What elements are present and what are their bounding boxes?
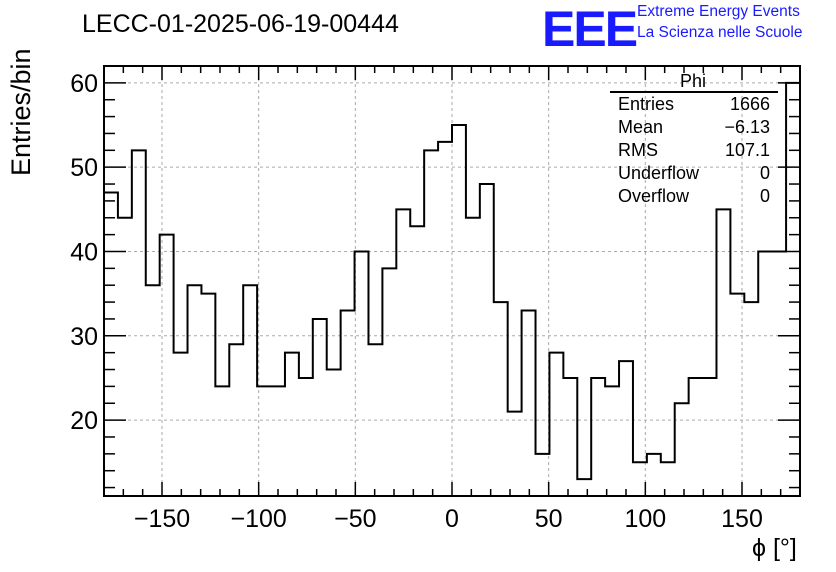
y-tick-label: 50 xyxy=(70,154,98,182)
x-tick-label: −100 xyxy=(231,505,287,533)
stats-value: 0 xyxy=(760,163,770,183)
stats-value: 107.1 xyxy=(725,140,770,160)
x-tick-label: 0 xyxy=(445,505,459,533)
x-tick-label: 150 xyxy=(721,505,763,533)
stats-label: Entries xyxy=(618,94,674,114)
stats-header: Phi xyxy=(680,71,706,91)
y-tick-label: 30 xyxy=(70,323,98,351)
x-axis-label: ϕ [°] xyxy=(752,534,797,562)
y-axis-label: Entries/bin xyxy=(6,48,36,176)
stats-value: −6.13 xyxy=(724,117,770,137)
y-tick-label: 60 xyxy=(70,70,98,98)
histogram-line xyxy=(104,81,800,481)
y-tick-label: 40 xyxy=(70,238,98,266)
x-tick-label: 50 xyxy=(535,505,563,533)
stats-label: RMS xyxy=(618,140,658,160)
grid-lines xyxy=(104,66,800,496)
y-tick-label: 20 xyxy=(70,407,98,435)
stats-value: 0 xyxy=(760,186,770,206)
chart-title: LECC-01-2025-06-19-00444 xyxy=(82,10,399,38)
stats-label: Overflow xyxy=(618,186,690,206)
x-tick-label: 100 xyxy=(624,505,666,533)
x-axis: −150 −100 −50 0 50 100 150 xyxy=(103,66,801,533)
stats-label: Mean xyxy=(618,117,663,137)
histogram-series xyxy=(104,81,800,481)
logo-line-2: La Scienza nelle Scuole xyxy=(637,24,803,41)
x-tick-label: −50 xyxy=(334,505,376,533)
stats-value: 1666 xyxy=(730,94,770,114)
y-axis: 20 30 40 50 60 xyxy=(70,65,800,489)
logo-line-1: Extreme Energy Events xyxy=(637,3,800,20)
eee-logo: EEE xyxy=(542,1,638,57)
stats-box: Phi Entries 1666 Mean −6.13 RMS 107.1 Underflo… xyxy=(610,71,778,206)
stats-label: Underflow xyxy=(618,163,700,183)
x-tick-label: −150 xyxy=(134,505,190,533)
